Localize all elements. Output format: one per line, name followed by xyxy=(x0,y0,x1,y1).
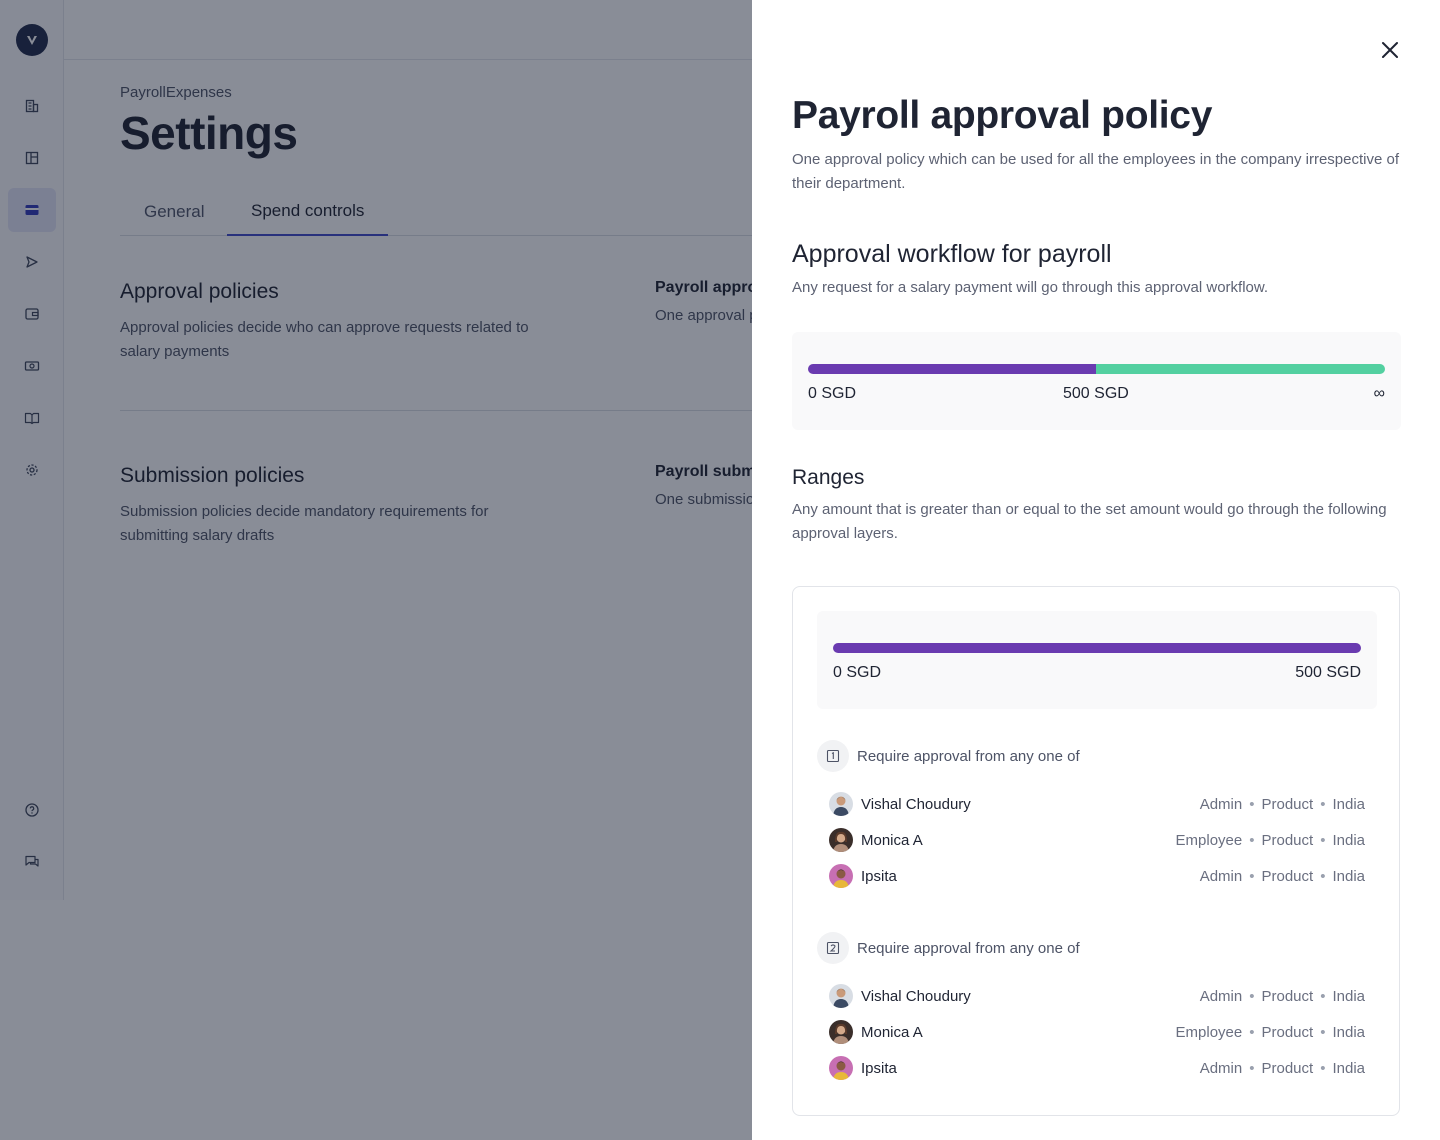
approver-role: Admin xyxy=(1199,867,1243,885)
approver-name: Ipsita xyxy=(861,1059,897,1077)
approver-meta: Employee • Product • India xyxy=(1176,832,1365,849)
approver-name: Ipsita xyxy=(861,867,897,885)
range-tick-start: 0 SGD xyxy=(808,385,857,402)
approver-row: Ipsita Admin • Product • India xyxy=(829,1056,1365,1080)
approver-dept: Product xyxy=(1261,795,1314,813)
approver-meta: Admin • Product • India xyxy=(1200,988,1365,1005)
policy-drawer: Payroll approval policy One approval pol… xyxy=(752,0,1440,1140)
approver-role: Admin xyxy=(1199,1059,1243,1077)
approver-country: India xyxy=(1332,831,1365,849)
approver-row: Monica A Employee • Product • India xyxy=(829,1020,1365,1044)
range-card: 0 SGD 500 SGD Require approval from any … xyxy=(792,586,1400,1116)
meta-separator: • xyxy=(1249,1059,1255,1077)
meta-separator: • xyxy=(1320,1023,1326,1041)
avatar xyxy=(829,1020,853,1044)
approver-meta: Employee • Product • India xyxy=(1176,1024,1365,1041)
approver-country: India xyxy=(1332,987,1365,1005)
meta-separator: • xyxy=(1249,987,1255,1005)
meta-separator: • xyxy=(1320,987,1326,1005)
meta-separator: • xyxy=(1320,795,1326,813)
approver-dept: Product xyxy=(1261,831,1314,849)
approver-dept: Product xyxy=(1261,1023,1314,1041)
meta-separator: • xyxy=(1249,1023,1255,1041)
approver-row: Vishal Choudury Admin • Product • India xyxy=(829,792,1365,816)
workflow-desc: Any request for a salary payment will go… xyxy=(792,279,1269,296)
avatar xyxy=(829,864,853,888)
approver-country: India xyxy=(1332,1023,1365,1041)
approver-row: Monica A Employee • Product • India xyxy=(829,828,1365,852)
avatar xyxy=(829,1056,853,1080)
approver-country: India xyxy=(1332,795,1365,813)
approver-meta: Admin • Product • India xyxy=(1200,796,1365,813)
approver-name: Monica A xyxy=(861,831,923,849)
range-card-end: 500 SGD xyxy=(1295,664,1361,681)
range-segment-primary[interactable] xyxy=(808,364,1096,374)
level-1-label: Require approval from any one of xyxy=(857,747,1080,765)
workflow-range-bar: 0 SGD 500 SGD ∞ xyxy=(792,332,1401,430)
drawer-subtitle: One approval policy which can be used fo… xyxy=(792,151,1399,192)
close-icon xyxy=(1382,42,1398,58)
approver-role: Employee xyxy=(1175,1023,1243,1041)
approver-meta: Admin • Product • India xyxy=(1200,868,1365,885)
level-2-label: Require approval from any one of xyxy=(857,939,1080,957)
approver-role: Admin xyxy=(1199,795,1243,813)
avatar xyxy=(829,984,853,1008)
approver-name: Vishal Choudury xyxy=(861,987,971,1005)
approver-country: India xyxy=(1332,867,1365,885)
range-card-segment xyxy=(833,643,1361,653)
approver-row: Vishal Choudury Admin • Product • India xyxy=(829,984,1365,1008)
level-1-icon xyxy=(817,740,849,772)
meta-separator: • xyxy=(1320,831,1326,849)
approval-level-1: Require approval from any one of xyxy=(817,740,1080,772)
range-card-bar: 0 SGD 500 SGD xyxy=(817,611,1377,709)
approver-name: Monica A xyxy=(861,1023,923,1041)
ranges-desc: Any amount that is greater than or equal… xyxy=(792,501,1387,542)
approver-meta: Admin • Product • India xyxy=(1200,1060,1365,1077)
approver-row: Ipsita Admin • Product • India xyxy=(829,864,1365,888)
approver-dept: Product xyxy=(1261,867,1314,885)
range-segment-secondary[interactable] xyxy=(1096,364,1385,374)
approver-dept: Product xyxy=(1261,987,1314,1005)
approver-role: Employee xyxy=(1175,831,1243,849)
range-tick-end: ∞ xyxy=(1373,385,1385,402)
meta-separator: • xyxy=(1249,795,1255,813)
workflow-title: Approval workflow for payroll xyxy=(792,240,1112,268)
approver-country: India xyxy=(1332,1059,1365,1077)
avatar xyxy=(829,828,853,852)
drawer-title: Payroll approval policy xyxy=(792,94,1213,137)
meta-separator: • xyxy=(1320,867,1326,885)
meta-separator: • xyxy=(1320,1059,1326,1077)
level-2-icon xyxy=(817,932,849,964)
meta-separator: • xyxy=(1249,867,1255,885)
range-tick-mid: 500 SGD xyxy=(1063,385,1129,402)
approver-name: Vishal Choudury xyxy=(861,795,971,813)
approver-role: Admin xyxy=(1199,987,1243,1005)
avatar xyxy=(829,792,853,816)
meta-separator: • xyxy=(1249,831,1255,849)
approver-dept: Product xyxy=(1261,1059,1314,1077)
close-button[interactable] xyxy=(1378,38,1402,62)
range-card-start: 0 SGD xyxy=(833,664,882,681)
approval-level-2: Require approval from any one of xyxy=(817,932,1080,964)
ranges-title: Ranges xyxy=(792,466,865,489)
